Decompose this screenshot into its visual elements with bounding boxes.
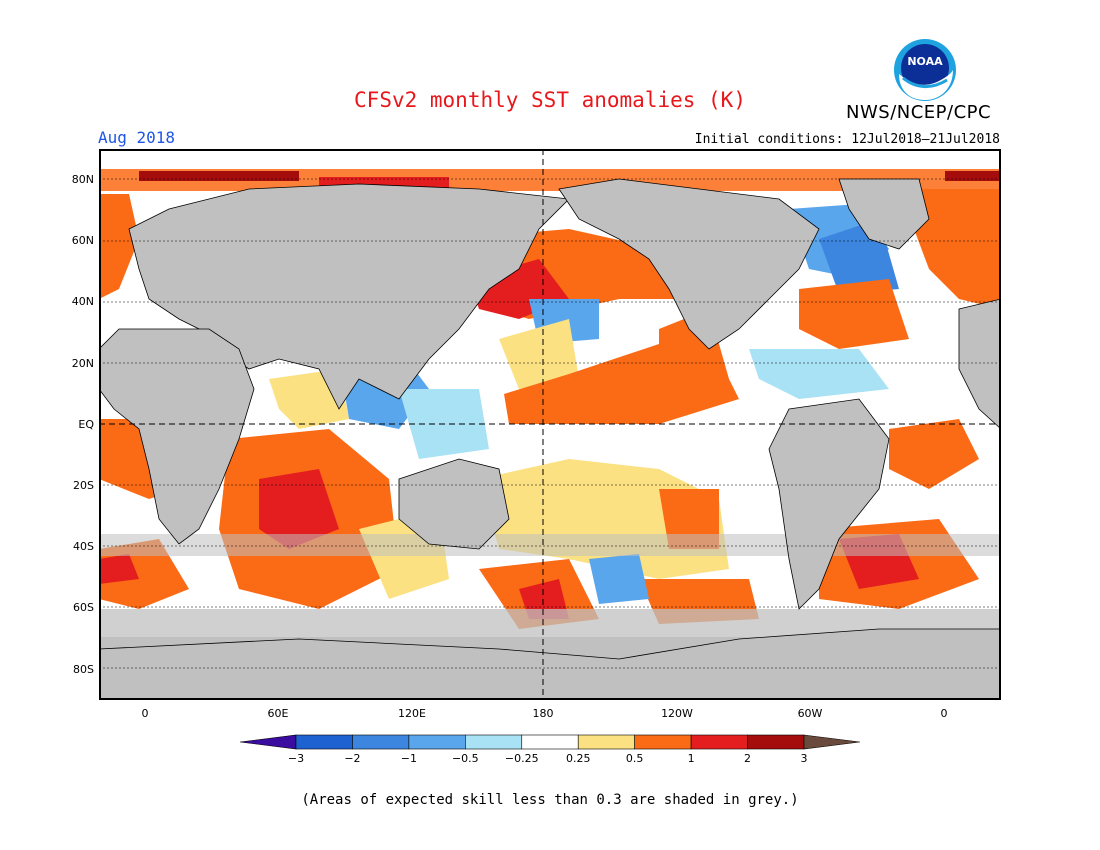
colorbar-tick-label: 0.25 [565, 752, 591, 765]
lat-label: 40S [73, 540, 94, 553]
lat-label: 20N [71, 357, 94, 370]
lon-label: 60W [797, 707, 823, 720]
land-masses [99, 178, 1001, 700]
lat-label: 40N [71, 295, 94, 308]
colorbar-segment [240, 734, 297, 750]
lat-label: 60S [73, 601, 94, 614]
colorbar-segment [465, 734, 523, 750]
north-america [558, 178, 820, 350]
colorbar-tick-label: −3 [287, 752, 305, 765]
colorbar-segment [690, 734, 748, 750]
colorbar-segment [295, 734, 353, 750]
lat-label: 60N [71, 234, 94, 247]
agency-label: NWS/NCEP/CPC [846, 102, 992, 123]
colorbar-tick-label: −0.5 [451, 752, 479, 765]
lon-label: 120W [661, 707, 693, 720]
lon-label: 180 [532, 707, 554, 720]
valid-month: Aug 2018 [98, 128, 176, 147]
noaa-logo: NOAA [894, 39, 956, 101]
colorbar-tick-label: 3 [800, 752, 808, 765]
colorbar [240, 734, 860, 750]
africa [99, 328, 255, 545]
lon-label: 60E [267, 707, 289, 720]
map-title: CFSv2 monthly SST anomalies (K) [354, 88, 746, 112]
colorbar-tick-label: −2 [344, 752, 361, 765]
lat-label: 80S [73, 663, 94, 676]
south-america [768, 398, 890, 610]
colorbar-tick-label: −1 [400, 752, 417, 765]
colorbar-segment [408, 734, 466, 750]
colorbar-segment [803, 734, 860, 750]
lat-label: EQ [78, 418, 94, 431]
sst-anomaly-map [99, 149, 1001, 700]
colorbar-tick-label: −0.25 [504, 752, 539, 765]
logo-text: NOAA [907, 55, 943, 68]
colorbar-segment [521, 734, 579, 750]
initial-conditions: Initial conditions: 12Jul2018–21Jul2018 [694, 132, 1000, 147]
lon-label: 0 [141, 707, 149, 720]
australia [398, 458, 510, 550]
colorbar-segment [747, 734, 805, 750]
colorbar-tick-label: 0.5 [625, 752, 644, 765]
lon-label: 0 [940, 707, 948, 720]
lat-label: 80N [71, 173, 94, 186]
colorbar-segment [634, 734, 692, 750]
colorbar-segment [577, 734, 635, 750]
lat-label: 20S [73, 479, 94, 492]
map-frame [99, 149, 1001, 700]
skill-footnote: (Areas of expected skill less than 0.3 a… [301, 792, 799, 808]
antarctica [99, 628, 1001, 700]
anomaly-patches [99, 169, 1001, 629]
lon-label: 120E [398, 707, 426, 720]
colorbar-segment [352, 734, 410, 750]
africa-wrap [958, 298, 1001, 430]
colorbar-tick-label: 2 [744, 752, 752, 765]
colorbar-tick-label: 1 [687, 752, 695, 765]
